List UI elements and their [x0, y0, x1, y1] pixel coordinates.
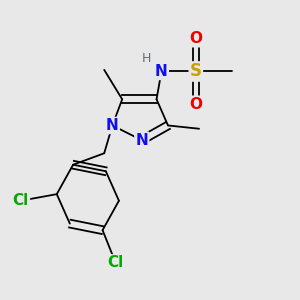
Text: N: N [155, 64, 168, 79]
Text: O: O [189, 31, 202, 46]
Text: N: N [106, 118, 119, 133]
Text: N: N [135, 133, 148, 148]
Text: H: H [142, 52, 152, 65]
Text: O: O [189, 97, 202, 112]
Text: Cl: Cl [107, 255, 124, 270]
Text: Cl: Cl [13, 193, 29, 208]
Text: S: S [190, 62, 202, 80]
